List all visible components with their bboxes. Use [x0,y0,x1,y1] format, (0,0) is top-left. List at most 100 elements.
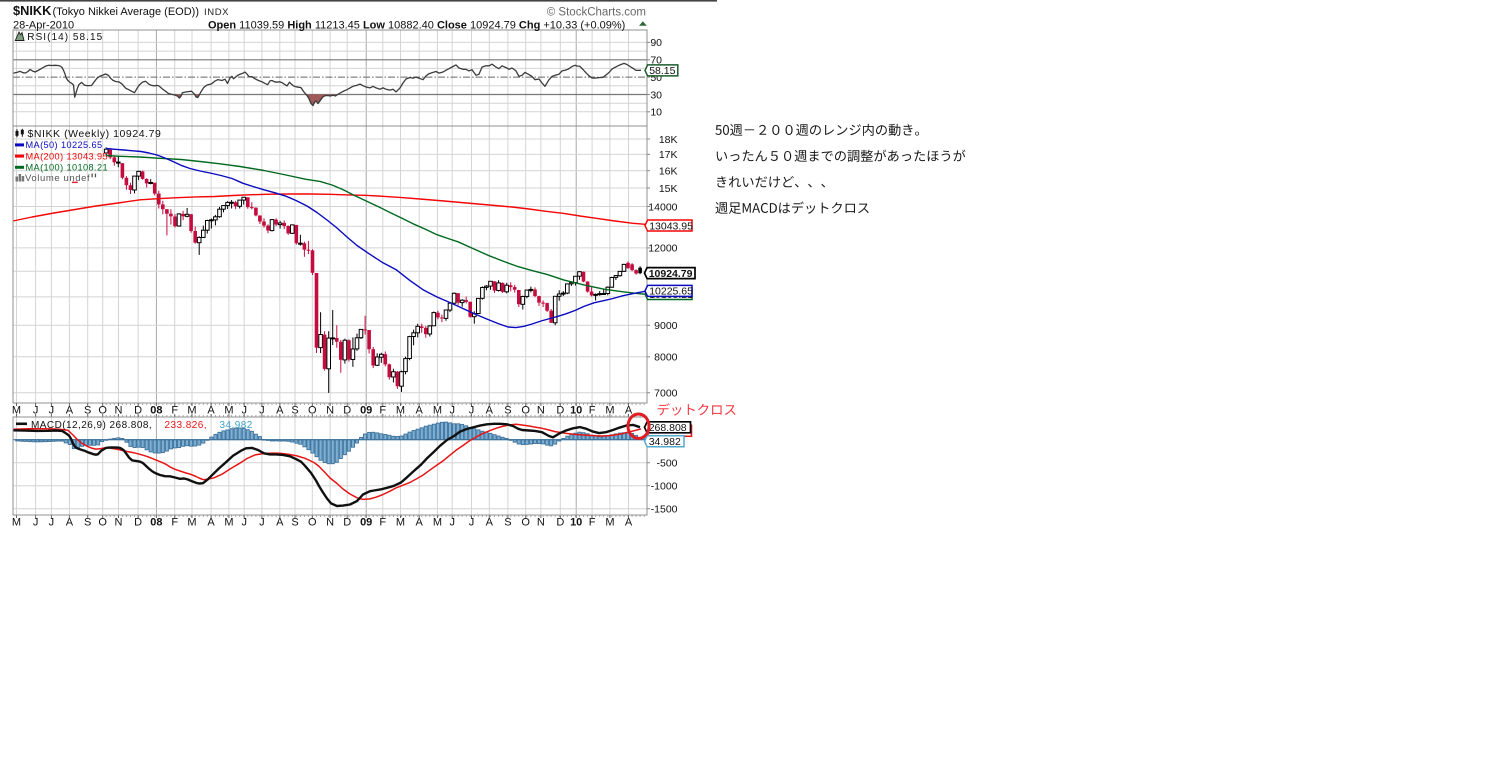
svg-text:13043.95: 13043.95 [649,220,693,232]
svg-text:S: S [504,517,511,529]
svg-text:M: M [605,405,614,417]
svg-text:M: M [396,405,405,417]
svg-text:MA(100) 10108.21: MA(100) 10108.21 [26,163,109,173]
svg-text:16K: 16K [659,166,678,178]
svg-text:M: M [187,517,196,529]
svg-text:A: A [416,517,424,529]
svg-text:F: F [379,405,386,417]
svg-text:50: 50 [650,72,662,84]
svg-text:12000: 12000 [648,243,677,255]
svg-text:10: 10 [570,405,582,417]
svg-text:A: A [207,517,215,529]
svg-text:A: A [276,517,284,529]
svg-text:A: A [416,405,424,417]
svg-text:58.15: 58.15 [649,65,675,77]
svg-text:$NIKK (Weekly) 10924.79: $NIKK (Weekly) 10924.79 [28,128,162,140]
svg-text:N: N [537,405,545,417]
svg-text:S: S [291,405,298,417]
svg-text:M: M [187,405,196,417]
svg-text:A: A [66,517,74,529]
svg-text:268.808: 268.808 [649,422,687,434]
svg-text:J: J [449,405,455,417]
svg-text:233.826,: 233.826, [165,420,208,431]
svg-text:M: M [12,517,21,529]
svg-text:J: J [49,405,55,417]
svg-text:Volume undef: Volume undef [25,173,90,184]
svg-text:10: 10 [650,107,662,119]
svg-text:-1000: -1000 [651,481,678,493]
svg-text:S: S [291,517,298,529]
svg-text:7000: 7000 [654,388,678,400]
svg-text:J: J [259,405,265,417]
svg-text:O: O [308,517,317,529]
svg-text:J: J [33,517,39,529]
svg-text:90: 90 [650,37,662,49]
svg-text:N: N [326,405,334,417]
svg-text:-500: -500 [656,458,677,470]
svg-text:INDX: INDX [204,7,229,18]
svg-text:J: J [49,517,55,529]
svg-text:O: O [98,405,107,417]
svg-text:A: A [486,517,494,529]
svg-text:J: J [469,405,475,417]
svg-text:M: M [12,405,21,417]
svg-text:MACD(12,26,9) 268.808,: MACD(12,26,9) 268.808, [31,420,152,431]
svg-text:$NIKK: $NIKK [13,3,52,18]
svg-text:S: S [504,405,511,417]
svg-text:F: F [171,405,178,417]
svg-text:17K: 17K [659,149,678,161]
svg-text:M: M [605,517,614,529]
svg-text:N: N [326,517,334,529]
svg-text:A: A [66,405,74,417]
svg-text:J: J [241,517,247,529]
svg-text:M: M [433,405,442,417]
svg-text:9000: 9000 [654,320,678,332]
svg-text:N: N [537,517,545,529]
svg-text:F: F [171,517,178,529]
svg-text:15K: 15K [659,183,678,195]
svg-text:34.982: 34.982 [649,436,681,448]
svg-text:S: S [84,405,91,417]
svg-text:O: O [98,517,107,529]
svg-text:M: M [433,517,442,529]
svg-text:D: D [134,405,142,417]
svg-text:M: M [224,517,233,529]
svg-text:28-Apr-2010: 28-Apr-2010 [13,20,74,32]
svg-text:08: 08 [150,517,162,529]
svg-text:M: M [396,517,405,529]
svg-text:J: J [469,517,475,529]
svg-text:10924.79: 10924.79 [649,268,693,280]
svg-text:08: 08 [150,405,162,417]
svg-text:A: A [276,405,284,417]
svg-text:M: M [224,405,233,417]
svg-text:D: D [343,405,351,417]
svg-text:D: D [343,517,351,529]
svg-text:D: D [556,517,564,529]
svg-text:N: N [115,405,123,417]
svg-text:70: 70 [650,55,662,67]
svg-text:O: O [521,517,530,529]
svg-text:F: F [589,517,596,529]
svg-text:© StockCharts.com: © StockCharts.com [547,7,646,19]
svg-text:J: J [33,405,39,417]
svg-text:14000: 14000 [648,201,677,213]
svg-text:F: F [589,405,596,417]
svg-text:Open 11039.59 High 11213.45 Lo: Open 11039.59 High 11213.45 Low 10882.40… [208,20,625,32]
svg-text:O: O [521,405,530,417]
svg-text:N: N [115,517,123,529]
svg-text:O: O [308,405,317,417]
svg-text:S: S [84,517,91,529]
svg-text:10: 10 [570,517,582,529]
svg-text:J: J [449,517,455,529]
svg-text:A: A [486,405,494,417]
svg-text:(Tokyo Nikkei Average (EOD)): (Tokyo Nikkei Average (EOD)) [53,6,200,18]
svg-text:A: A [625,405,633,417]
svg-text:A: A [207,405,215,417]
svg-text:D: D [556,405,564,417]
svg-text:-1500: -1500 [651,504,678,516]
svg-text:34.982: 34.982 [220,420,253,431]
svg-text:D: D [134,517,142,529]
svg-text:J: J [259,517,265,529]
svg-text:18K: 18K [659,134,678,146]
svg-text:8000: 8000 [654,352,678,364]
